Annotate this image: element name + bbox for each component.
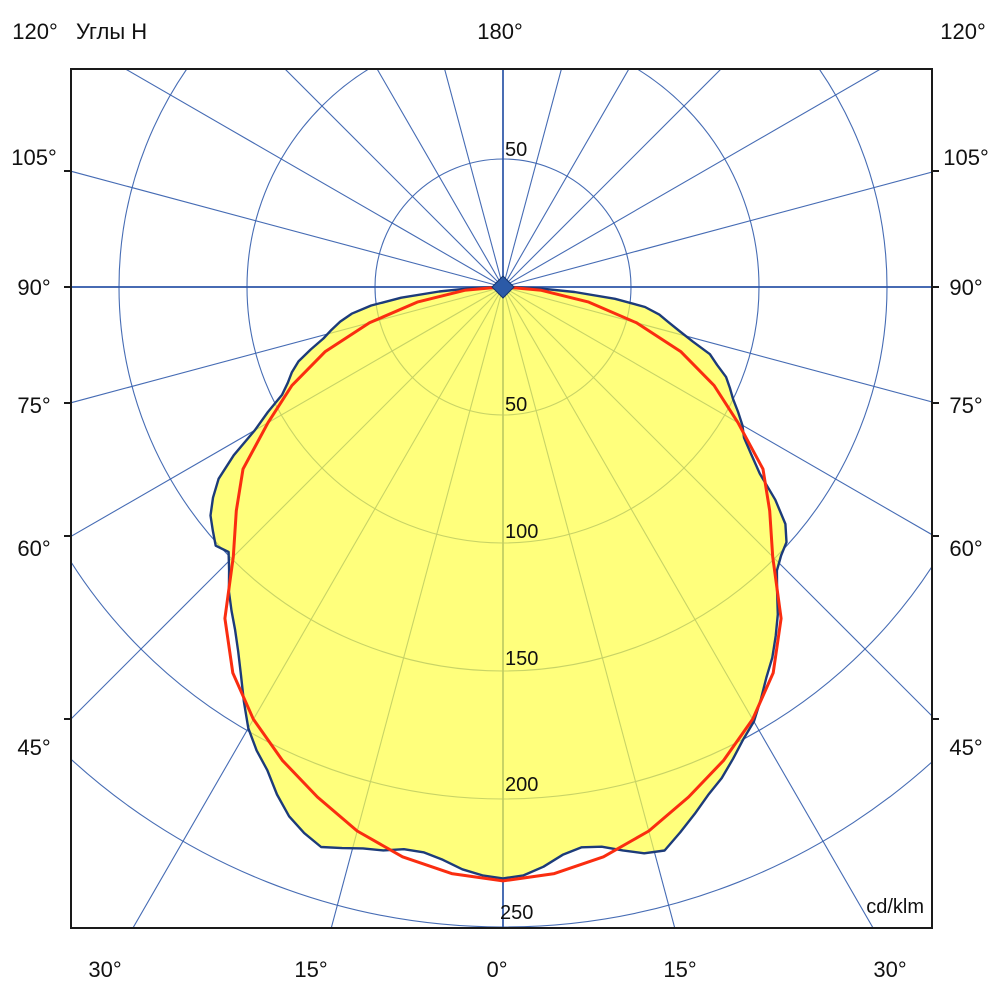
grid-radial-line xyxy=(502,69,562,288)
angle-label-left-75: 75° xyxy=(17,393,50,418)
angle-label-right-45: 45° xyxy=(949,735,982,760)
angle-label-right-75: 75° xyxy=(949,393,982,418)
angle-label-right-105: 105° xyxy=(943,145,989,170)
angle-label-top-center-180: 180° xyxy=(477,19,523,44)
ring-label-150: 150 xyxy=(505,648,538,670)
grid-radial-line xyxy=(502,69,882,288)
ring-label-50: 50 xyxy=(505,394,527,416)
angle-label-bottom-left-15: 15° xyxy=(294,957,327,982)
ring-label-50-top: 50 xyxy=(505,139,527,161)
intensity-curve-red xyxy=(223,285,783,883)
angle-label-bottom-left-30: 30° xyxy=(88,957,121,982)
grid-radial-line xyxy=(502,171,932,288)
angle-label-left-60: 60° xyxy=(17,536,50,561)
angle-label-left-90: 90° xyxy=(17,275,50,300)
grid-radial-line xyxy=(71,170,504,288)
angle-label-top-left-120: 120° xyxy=(12,19,58,44)
grid-radial-line xyxy=(502,69,630,288)
angle-label-bottom-right-15: 15° xyxy=(663,957,696,982)
ring-label-200: 200 xyxy=(505,774,538,796)
grid-radial-line xyxy=(376,69,504,288)
angle-label-right-60: 60° xyxy=(949,536,982,561)
angle-label-bottom-0: 0° xyxy=(486,957,507,982)
angle-label-top-right-120: 120° xyxy=(940,19,986,44)
plane-title: Углы H xyxy=(76,19,147,44)
angle-label-bottom-right-30: 30° xyxy=(873,957,906,982)
pole-diamond-marker xyxy=(491,275,515,299)
intensity-curve-filled xyxy=(209,285,788,880)
angle-label-right-90: 90° xyxy=(949,275,982,300)
angle-label-left-105: 105° xyxy=(11,145,57,170)
grid-radial-line xyxy=(284,69,504,288)
grid-radial-line xyxy=(502,69,722,288)
angle-label-left-45: 45° xyxy=(17,735,50,760)
grid-radial-line xyxy=(444,69,504,288)
unit-label-cd-klm: cd/klm xyxy=(866,896,924,918)
plot-border xyxy=(70,68,933,929)
grid-radial-line xyxy=(124,69,504,288)
curves-layer xyxy=(209,275,788,883)
ring-label-100: 100 xyxy=(505,521,538,543)
ring-label-250: 250 xyxy=(500,902,533,924)
